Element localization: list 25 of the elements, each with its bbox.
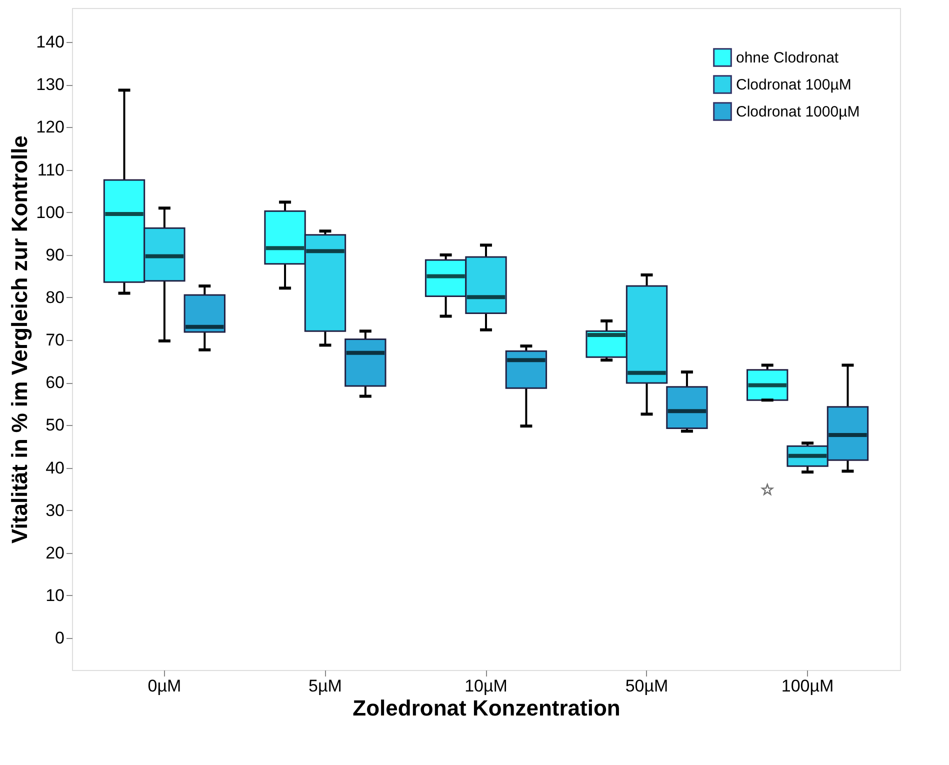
y-tick-label: 20 xyxy=(46,543,64,562)
y-tick-label: 30 xyxy=(46,500,64,520)
legend-label: Clodronat 100µM xyxy=(736,76,852,94)
y-tick-label: 80 xyxy=(46,288,64,307)
x-tick-label: 50µM xyxy=(625,676,668,696)
y-tick-label: 0 xyxy=(55,628,64,648)
y-tick-label: 100 xyxy=(36,202,64,222)
legend-label: Clodronat 1000µM xyxy=(736,104,860,120)
legend-label: ohne Clodronat xyxy=(736,50,840,66)
y-tick-label: 60 xyxy=(46,373,64,392)
y-tick-label: 90 xyxy=(46,245,64,264)
y-tick-label: 70 xyxy=(46,330,64,350)
y-tick-label: 140 xyxy=(36,32,64,52)
x-tick-label: 100µM xyxy=(781,676,834,696)
x-tick-label: 10µM xyxy=(464,676,508,696)
x-tick-label: 0µM xyxy=(148,676,182,696)
y-axis-title: Vitalität in % im Vergleich zur Kontrolle xyxy=(7,136,32,544)
x-tick-label: 5µM xyxy=(308,676,342,696)
x-axis-title: Zoledronat Konzentration xyxy=(352,696,620,720)
y-tick-label: 110 xyxy=(37,160,64,180)
y-tick-label: 10 xyxy=(46,586,64,605)
y-tick-label: 130 xyxy=(36,75,64,94)
y-tick-label: 40 xyxy=(46,458,64,478)
y-tick-label: 50 xyxy=(46,416,64,435)
y-tick-label: 120 xyxy=(36,118,64,137)
